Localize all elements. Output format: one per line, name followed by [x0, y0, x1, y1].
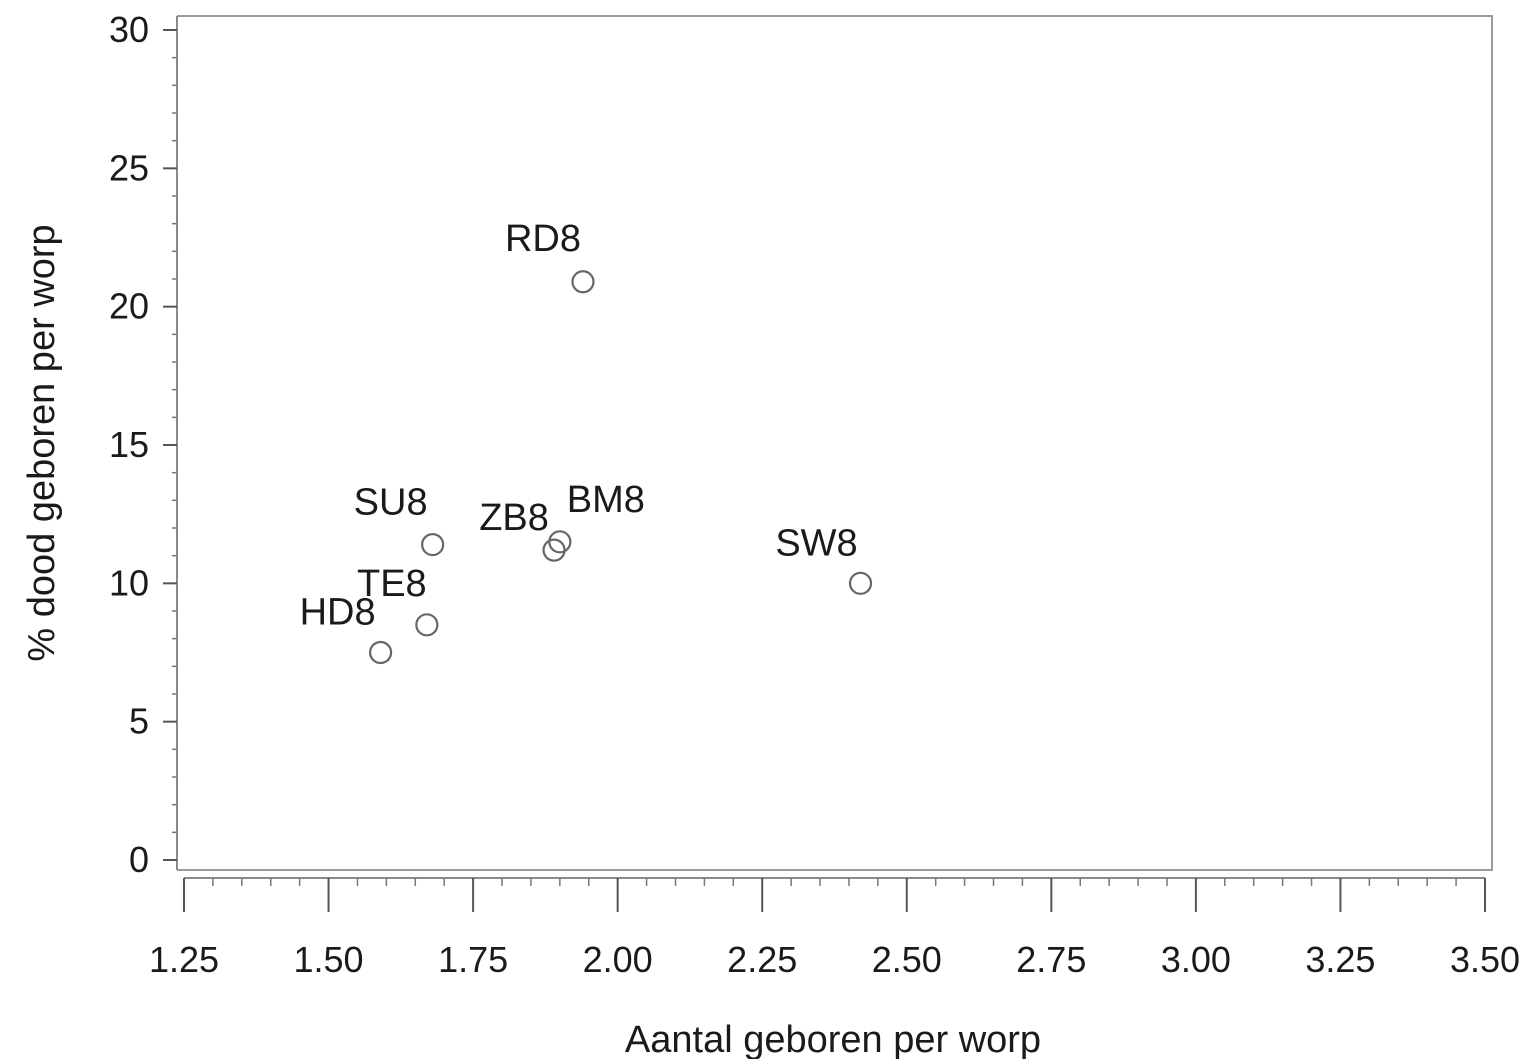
x-tick-label: 1.75	[438, 939, 508, 980]
point-marker-hd8	[368, 640, 393, 665]
x-tick-label: 3.00	[1161, 939, 1231, 980]
x-tick-label: 2.75	[1016, 939, 1086, 980]
point-label-zb8: ZB8	[479, 497, 549, 539]
x-tick-label: 3.25	[1305, 939, 1375, 980]
point-label-rd8: RD8	[505, 218, 581, 260]
x-tick-label: 3.50	[1450, 939, 1520, 980]
y-tick-label: 20	[109, 286, 149, 327]
x-tick-label: 2.00	[583, 939, 653, 980]
y-tick-label: 0	[129, 839, 149, 880]
point-marker-rd8	[571, 270, 595, 294]
x-tick-label: 2.50	[872, 939, 942, 980]
data-points	[368, 270, 873, 665]
plot-frame	[177, 15, 1493, 871]
y-tick-label: 25	[109, 147, 149, 188]
x-axis: 1.25 1.50 1.75 2.00 2.25 2.50 2.75 3.00 3.25 3.50	[149, 877, 1520, 980]
x-tick-label: 2.25	[727, 939, 797, 980]
x-tick-label: 1.25	[149, 939, 219, 980]
y-tick-label: 5	[129, 701, 149, 742]
y-axis-title: % dood geboren per worp	[21, 224, 63, 661]
point-marker-sw8	[848, 571, 873, 595]
point-label-su8: SU8	[354, 482, 428, 524]
point-marker-te8	[415, 613, 439, 637]
point-marker-su8	[421, 532, 445, 557]
y-tick-label: 30	[109, 9, 149, 50]
y-axis: 0 5 10 15 20 25 30	[109, 9, 178, 880]
plot-frame-border	[177, 15, 1493, 871]
x-tick-label: 1.50	[294, 939, 364, 980]
point-marker-bm8	[548, 530, 572, 554]
point-label-te8: TE8	[357, 563, 427, 605]
y-tick-label: 15	[109, 424, 149, 465]
x-axis-title: Aantal geboren per worp	[625, 1019, 1041, 1059]
point-label-bm8: BM8	[567, 479, 645, 521]
y-tick-label: 10	[109, 562, 149, 603]
point-label-hd8: HD8	[300, 592, 376, 634]
point-label-sw8: SW8	[775, 522, 857, 564]
